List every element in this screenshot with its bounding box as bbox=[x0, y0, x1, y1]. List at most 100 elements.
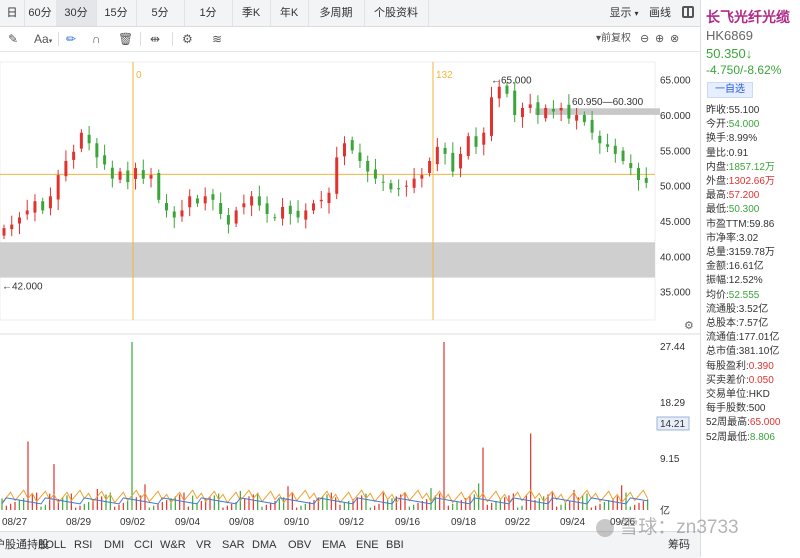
period-tab[interactable]: 多周期 bbox=[308, 0, 365, 26]
indicator-tab[interactable]: OBV bbox=[288, 539, 312, 551]
candle-body bbox=[613, 145, 617, 154]
close-icon[interactable]: ⊗ bbox=[670, 33, 680, 45]
candle-body bbox=[373, 169, 377, 179]
chips-tab[interactable]: 筹码 bbox=[668, 539, 690, 551]
indicator-tab[interactable]: DMA bbox=[252, 539, 277, 551]
period-tab[interactable]: 个股资料 bbox=[364, 0, 429, 26]
candle-body bbox=[490, 97, 493, 136]
candle-body bbox=[319, 199, 323, 202]
candle-body bbox=[72, 151, 76, 160]
stat-label: 量比: bbox=[706, 147, 729, 159]
candle-body bbox=[644, 177, 648, 183]
stat-value: 7.57亿 bbox=[738, 318, 769, 329]
layers-icon[interactable]: ≋ bbox=[212, 32, 223, 46]
candle-body bbox=[598, 135, 602, 144]
pencil-icon[interactable]: ✏ bbox=[66, 32, 77, 46]
stat-value: 52.555 bbox=[728, 289, 760, 301]
indicator-tab[interactable]: CCI bbox=[134, 539, 153, 551]
indicator-tab[interactable]: RSI bbox=[74, 539, 93, 551]
stat-value: 16.61亿 bbox=[728, 261, 764, 273]
candle-body bbox=[513, 90, 517, 116]
period-tab[interactable]: 5分 bbox=[136, 0, 185, 26]
candle-body bbox=[296, 210, 300, 218]
period-tab[interactable]: 15分 bbox=[96, 0, 137, 26]
marker-label-left: 0 bbox=[136, 70, 142, 81]
price-tick-label: 45.000 bbox=[660, 217, 691, 228]
stat-value: 12.52% bbox=[728, 275, 763, 287]
gear-icon[interactable]: ⚙ bbox=[182, 32, 193, 46]
candle-body bbox=[41, 201, 45, 211]
stat-row: 最高:57.200 bbox=[706, 189, 759, 202]
x-tick-label: 08/29 bbox=[66, 517, 91, 528]
divider bbox=[172, 32, 173, 46]
indicator-tab[interactable]: EMA bbox=[322, 539, 346, 551]
candle-body bbox=[451, 152, 455, 172]
stat-value: HKD bbox=[748, 389, 770, 400]
candlestick-chart[interactable]: 65.000 60.000 55.000 50.000 45.000 40.000 35.0… bbox=[0, 52, 700, 530]
stat-value: 8.806 bbox=[749, 431, 775, 443]
candle-body bbox=[17, 217, 21, 224]
indicator-tab[interactable]: DMI bbox=[104, 539, 125, 551]
stat-value: 54.000 bbox=[728, 119, 760, 131]
watchlist-button[interactable]: 一自选 bbox=[707, 82, 753, 98]
indicator-tab[interactable]: ENE bbox=[356, 539, 379, 551]
period-tab[interactable]: 年K bbox=[270, 0, 309, 26]
period-tab[interactable]: 60分 bbox=[24, 0, 57, 26]
font-tool[interactable]: Aa▾ bbox=[34, 32, 53, 46]
draw-tools-icon[interactable]: ✎ bbox=[8, 32, 19, 46]
candle-body bbox=[381, 181, 385, 183]
panel-toggle-icon[interactable] bbox=[682, 6, 694, 18]
show-menu[interactable]: 显示 ▾ bbox=[600, 0, 648, 26]
stat-value: 1302.66万 bbox=[728, 176, 775, 187]
candle-body bbox=[33, 201, 37, 213]
candle-body bbox=[25, 210, 29, 215]
chart-area[interactable]: 65.000 60.000 55.000 50.000 45.000 40.000 35.0… bbox=[0, 52, 700, 530]
high-annotation: ←65.000 bbox=[491, 76, 532, 87]
stat-row: 52周最低:8.806 bbox=[706, 431, 775, 444]
indicator-tab[interactable]: 沪股通持股 bbox=[0, 539, 49, 551]
draw-line-button[interactable]: 画线 bbox=[645, 0, 675, 26]
quote-panel: 长飞光纤光缆 HK6869 50.350↓ -4.750/-8.62% 一自选 … bbox=[700, 0, 800, 557]
stat-label: 每手股数: bbox=[706, 403, 749, 415]
price-tick-label: 65.000 bbox=[660, 76, 691, 87]
gear-icon[interactable]: ⚙ bbox=[684, 320, 694, 332]
zoom-in-icon[interactable]: ⊕ bbox=[655, 33, 665, 45]
watermark: 雪球：zn3733 bbox=[596, 512, 739, 539]
candle-body bbox=[637, 168, 641, 181]
indicator-tab[interactable]: W&R bbox=[160, 539, 186, 551]
indicator-tab[interactable]: BOLL bbox=[38, 539, 67, 551]
stat-row: 每手股数:500 bbox=[706, 402, 765, 415]
stat-row: 振幅:12.52% bbox=[706, 274, 763, 287]
fit-icon[interactable]: ⇹ bbox=[150, 32, 161, 46]
indicator-tab[interactable]: VR bbox=[196, 539, 212, 551]
period-tab[interactable]: 日 bbox=[0, 0, 25, 26]
period-tab[interactable]: 30分 bbox=[56, 0, 97, 26]
stat-value: 59.86 bbox=[749, 218, 775, 230]
candle-body bbox=[366, 160, 370, 172]
stat-value: 3159.78万 bbox=[728, 247, 775, 258]
volume-current-box bbox=[656, 416, 690, 431]
stat-value: 50.300 bbox=[728, 204, 760, 216]
candle-body bbox=[412, 178, 416, 188]
candle-body bbox=[165, 203, 168, 211]
candle-body bbox=[265, 203, 269, 214]
candle-body bbox=[590, 119, 594, 133]
magnet-icon[interactable]: ∩ bbox=[92, 32, 101, 46]
divider bbox=[140, 32, 141, 46]
candle-body bbox=[203, 196, 207, 204]
period-tab[interactable]: 1分 bbox=[184, 0, 233, 26]
low-annotation: ←42.000 bbox=[2, 282, 43, 293]
x-tick-label: 09/16 bbox=[395, 517, 420, 528]
period-tab[interactable]: 季K bbox=[232, 0, 271, 26]
zoom-out-icon[interactable]: ⊖ bbox=[640, 33, 650, 45]
stat-label: 52周最低: bbox=[706, 431, 750, 443]
volume-current-label: 14.21 bbox=[660, 419, 685, 430]
indicator-tab[interactable]: BBI bbox=[386, 539, 404, 551]
indicator-tab[interactable]: SAR bbox=[222, 539, 245, 551]
trash-icon[interactable]: 🗑 bbox=[118, 32, 134, 46]
stat-label: 振幅: bbox=[706, 275, 729, 287]
x-tick-label: 09/22 bbox=[505, 517, 530, 528]
x-tick-label: 08/27 bbox=[2, 517, 27, 528]
stat-row: 内盘:1857.12万 bbox=[706, 161, 775, 174]
fuquan-dropdown[interactable]: ▾前复权 bbox=[596, 33, 632, 44]
